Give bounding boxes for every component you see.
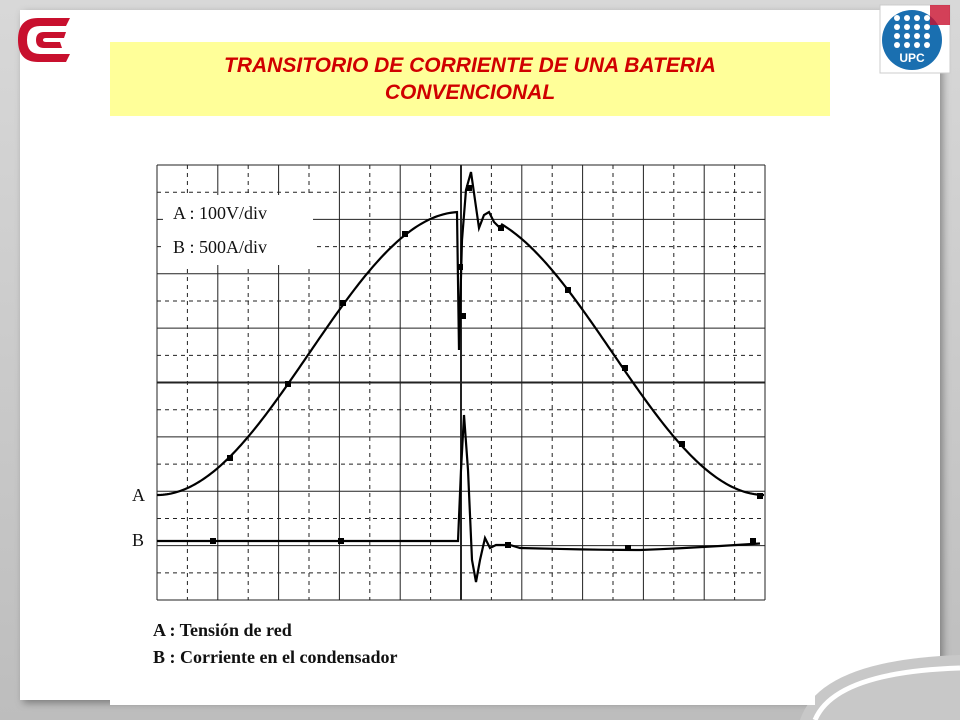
corner-curve (812, 665, 960, 720)
logo-dot (894, 24, 900, 30)
trace-marker (466, 185, 472, 191)
trace-marker (460, 313, 466, 319)
logo-dot (894, 42, 900, 48)
scale-b: B : 500A/div (173, 237, 267, 257)
legend-b: B : Corriente en el condensador (153, 647, 397, 667)
trace-b-label: B (132, 530, 144, 550)
logo-dot (914, 42, 920, 48)
trace-a (156, 171, 765, 497)
logo-dot (914, 33, 920, 39)
title-box (110, 42, 830, 116)
trace-b (157, 414, 761, 583)
logo-dot (904, 24, 910, 30)
logo-left (18, 18, 70, 62)
logo-dot (924, 15, 930, 21)
title: TRANSITORIO DE CORRIENTE DE UNA BATERIA … (224, 54, 716, 104)
trace-marker (622, 365, 628, 371)
logo-dot (904, 42, 910, 48)
logo-dot (904, 33, 910, 39)
logo-dot (894, 15, 900, 21)
logo-dot (904, 15, 910, 21)
trace-marker (750, 538, 756, 544)
trace-a-label: A (132, 485, 145, 505)
logo-text: UPC (899, 51, 925, 65)
logo-dot (924, 33, 930, 39)
logo-dot (924, 42, 930, 48)
logo-dot (894, 33, 900, 39)
legend-a: A : Tensión de red (153, 620, 292, 640)
scale-a: A : 100V/div (173, 203, 267, 223)
trace-marker (625, 545, 631, 551)
logo-dot (924, 24, 930, 30)
trace-marker (757, 493, 763, 499)
trace-marker (457, 264, 463, 270)
logo-dot (914, 15, 920, 21)
logo-upc: UPC (879, 4, 951, 74)
trace-marker (679, 441, 685, 447)
scale-box (163, 195, 313, 265)
logo-dot (914, 24, 920, 30)
title-wrap: TRANSITORIO DE CORRIENTE DE UNA BATERIA … (224, 54, 716, 104)
